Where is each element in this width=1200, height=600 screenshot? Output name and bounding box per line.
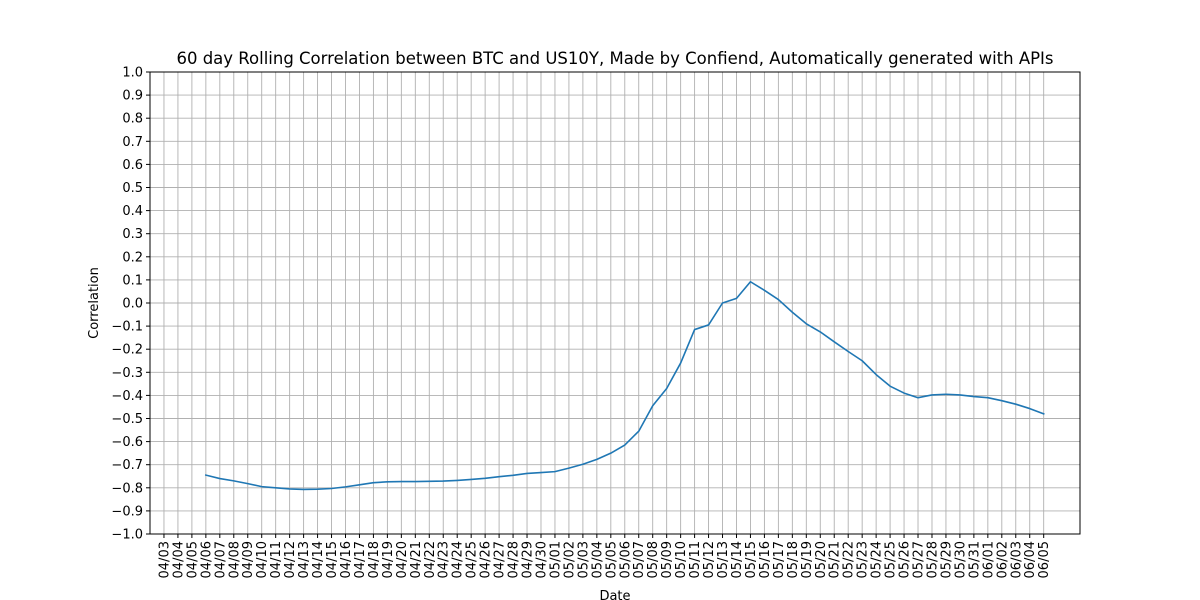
x-tick-label: 04/10 xyxy=(255,541,270,578)
y-tick-label: −0.9 xyxy=(111,504,143,519)
x-tick-label: 05/25 xyxy=(884,541,899,578)
x-tick-label: 05/31 xyxy=(967,541,982,578)
x-tick-label: 06/01 xyxy=(981,541,996,578)
x-tick-label: 04/08 xyxy=(227,541,242,578)
x-tick-label: 05/01 xyxy=(548,541,563,578)
y-tick-label: −0.1 xyxy=(111,320,143,335)
y-tick-label: −0.7 xyxy=(111,458,143,473)
x-axis-label: Date xyxy=(599,589,630,600)
x-tick-label: 05/04 xyxy=(590,541,605,578)
x-tick-label: 05/21 xyxy=(828,541,843,578)
x-tick-label: 04/30 xyxy=(534,541,549,578)
y-tick-label: 0.9 xyxy=(122,89,143,104)
x-tick-label: 04/07 xyxy=(213,541,228,578)
x-tick-label: 04/29 xyxy=(521,541,536,578)
x-tick-label: 05/13 xyxy=(716,541,731,578)
x-tick-label: 04/09 xyxy=(241,541,256,578)
x-tick-label: 05/08 xyxy=(646,541,661,578)
x-tick-label: 04/11 xyxy=(269,541,284,578)
y-tick-label: 0.3 xyxy=(122,227,143,242)
x-tick-label: 06/02 xyxy=(995,541,1010,578)
x-tick-label: 05/05 xyxy=(604,541,619,578)
x-tick-label: 04/24 xyxy=(451,541,466,578)
y-tick-label: −0.8 xyxy=(111,481,143,496)
y-tick-label: 0.4 xyxy=(122,204,143,219)
x-tick-label: 04/17 xyxy=(353,541,368,578)
y-axis-ticks: −1.0 −0.9 −0.8 −0.7 −0.6 −0.5 −0.4 −0.3 −0.2 −0.1… xyxy=(111,66,150,543)
x-tick-label: 05/02 xyxy=(562,541,577,578)
x-tick-label: 04/16 xyxy=(339,541,354,578)
x-tick-label: 04/05 xyxy=(185,541,200,578)
x-tick-label: 04/15 xyxy=(325,541,340,578)
x-axis-ticks: 04/0304/0404/0504/0604/0704/0804/0904/10… xyxy=(157,534,1052,578)
x-tick-label: 04/25 xyxy=(465,541,480,578)
y-tick-label: 1.0 xyxy=(122,66,143,81)
y-tick-label: 0.2 xyxy=(122,250,143,265)
x-tick-label: 04/19 xyxy=(381,541,396,578)
x-tick-label: 05/14 xyxy=(730,541,745,578)
x-tick-label: 05/03 xyxy=(576,541,591,578)
x-tick-label: 04/28 xyxy=(507,541,522,578)
y-tick-label: −0.3 xyxy=(111,366,143,381)
x-tick-label: 05/18 xyxy=(786,541,801,578)
x-tick-label: 04/14 xyxy=(311,541,326,578)
y-tick-label: 0.5 xyxy=(122,181,143,196)
x-tick-label: 05/19 xyxy=(800,541,815,578)
x-tick-label: 04/22 xyxy=(423,541,438,578)
y-tick-label: 0.1 xyxy=(122,273,143,288)
x-tick-label: 05/22 xyxy=(842,541,857,578)
x-tick-label: 05/07 xyxy=(632,541,647,578)
x-tick-label: 04/06 xyxy=(199,541,214,578)
y-tick-label: −1.0 xyxy=(111,528,143,543)
x-tick-label: 05/23 xyxy=(856,541,871,578)
data-layer xyxy=(204,280,1045,491)
x-tick-label: 05/10 xyxy=(674,541,689,578)
x-tick-label: 06/04 xyxy=(1023,541,1038,578)
y-tick-label: 0.7 xyxy=(122,135,143,150)
x-tick-label: 05/16 xyxy=(758,541,773,578)
x-tick-label: 04/20 xyxy=(395,541,410,578)
x-tick-label: 04/26 xyxy=(479,541,494,578)
x-tick-label: 04/23 xyxy=(437,541,452,578)
y-tick-label: −0.6 xyxy=(111,435,143,450)
x-tick-label: 04/18 xyxy=(367,541,382,578)
x-tick-label: 05/15 xyxy=(744,541,759,578)
x-tick-label: 05/26 xyxy=(898,541,913,578)
series-line-0 xyxy=(204,280,1045,491)
y-tick-label: 0.8 xyxy=(122,112,143,127)
y-axis-label: Correlation xyxy=(87,267,102,339)
x-tick-label: 05/20 xyxy=(814,541,829,578)
x-tick-label: 06/03 xyxy=(1009,541,1024,578)
x-tick-label: 04/03 xyxy=(157,541,172,578)
x-tick-label: 05/12 xyxy=(702,541,717,578)
y-tick-label: −0.4 xyxy=(111,389,143,404)
y-tick-label: 0.6 xyxy=(122,158,143,173)
x-tick-label: 05/28 xyxy=(925,541,940,578)
x-tick-label: 05/24 xyxy=(870,541,885,578)
x-tick-label: 04/21 xyxy=(409,541,424,578)
x-tick-label: 04/04 xyxy=(171,541,186,578)
x-tick-label: 05/27 xyxy=(912,541,927,578)
x-tick-label: 05/30 xyxy=(953,541,968,578)
x-tick-label: 06/05 xyxy=(1037,541,1052,578)
x-tick-label: 05/06 xyxy=(618,541,633,578)
x-tick-label: 05/29 xyxy=(939,541,954,578)
x-tick-label: 05/17 xyxy=(772,541,787,578)
y-tick-label: −0.2 xyxy=(111,343,143,358)
y-tick-label: −0.5 xyxy=(111,412,143,427)
x-tick-label: 04/27 xyxy=(493,541,508,578)
chart-title: 60 day Rolling Correlation between BTC a… xyxy=(176,49,1053,68)
x-tick-label: 05/09 xyxy=(660,541,675,578)
y-tick-label: 0.0 xyxy=(122,297,143,312)
x-tick-label: 04/12 xyxy=(283,541,298,578)
x-tick-label: 04/13 xyxy=(297,541,312,578)
x-tick-label: 05/11 xyxy=(688,541,703,578)
grid-lines xyxy=(150,71,1080,535)
